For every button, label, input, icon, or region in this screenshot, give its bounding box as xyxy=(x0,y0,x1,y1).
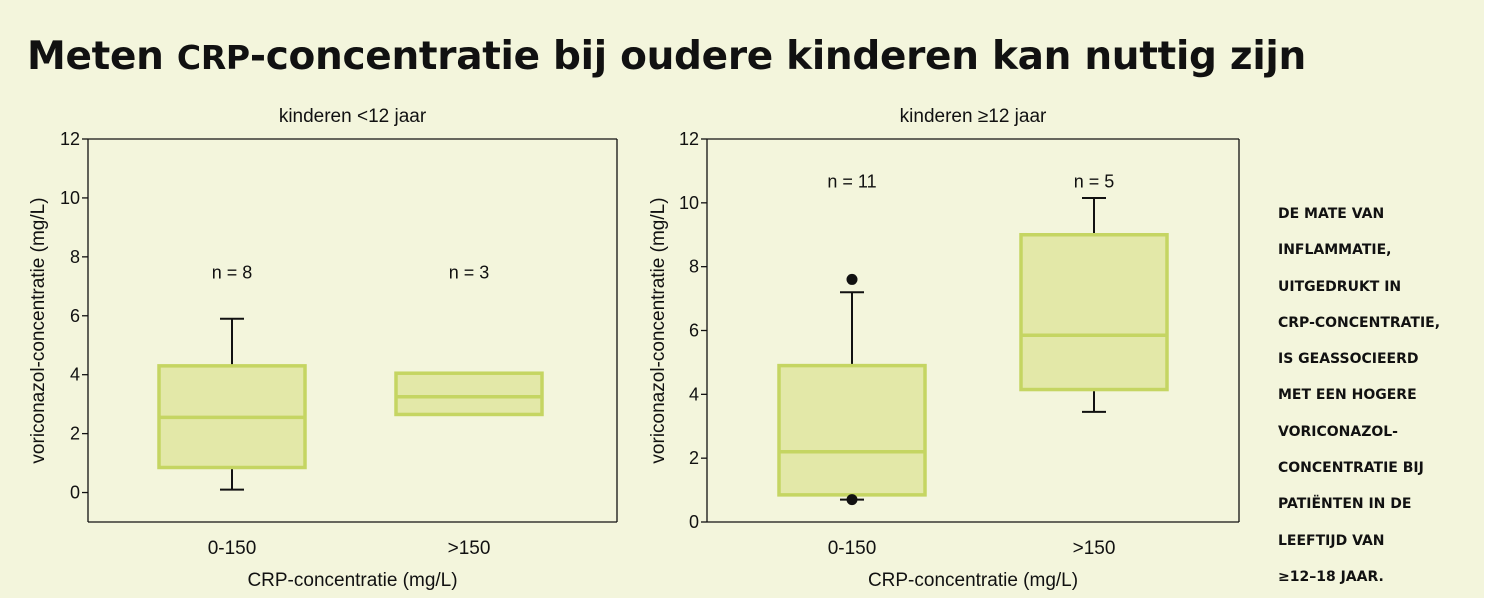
headline-pre: Meten xyxy=(27,34,177,79)
y-tick-label: 10 xyxy=(60,188,80,208)
y-tick-label: 12 xyxy=(60,129,80,149)
chart-title: kinderen <12 jaar xyxy=(279,106,427,127)
side-note-line: met een hogere xyxy=(1278,387,1417,404)
boxplot-under-12: kinderen <12 jaar 0 2 4 6 8 10 12 voriconazol-co… xyxy=(0,95,640,595)
y-tick-label: 10 xyxy=(679,193,699,213)
y-tick-label: 2 xyxy=(70,424,80,444)
y-axis-label: voriconazol-concentratie (mg/L) xyxy=(28,197,49,463)
y-tick-label: 2 xyxy=(689,448,699,468)
y-tick-label: 6 xyxy=(70,306,80,326)
n-label: n = 3 xyxy=(449,263,490,283)
y-axis-label: voriconazol-concentratie (mg/L) xyxy=(648,197,669,463)
y-tick-label: 6 xyxy=(689,321,699,341)
side-note-line: voriconazol- xyxy=(1278,423,1398,440)
side-note-line: ≥12–18 jaar. xyxy=(1278,568,1384,585)
n-label: n = 11 xyxy=(827,171,876,191)
box-high-crp xyxy=(1019,197,1169,413)
x-axis-label: CRP-concentratie (mg/L) xyxy=(868,570,1078,591)
y-tick-label: 8 xyxy=(70,247,80,267)
y-tick-label: 4 xyxy=(689,384,699,404)
n-label: n = 8 xyxy=(212,263,253,283)
box-iqr xyxy=(1019,233,1169,392)
side-note-line: is geassocieerd xyxy=(1278,351,1419,368)
side-note-line: patiënten in de xyxy=(1278,496,1412,513)
y-tick-label: 8 xyxy=(689,257,699,277)
side-note-line: concentratie bij xyxy=(1278,460,1424,477)
x-tick-label: 0-150 xyxy=(208,538,257,559)
side-note-line: CRP-concentratie, xyxy=(1278,314,1441,331)
boxplot-12-and-older: kinderen ≥12 jaar 0 2 4 6 8 10 12 voriconazol-co… xyxy=(620,95,1260,595)
x-tick-label: 0-150 xyxy=(828,538,877,559)
chart-title: kinderen ≥12 jaar xyxy=(900,106,1047,127)
boxplot-12-and-older-svg: kinderen ≥12 jaar 0 2 4 6 8 10 12 voriconazol-co… xyxy=(648,106,1240,591)
side-note-line: leeftijd van xyxy=(1278,532,1385,549)
side-note-line: inflammatie, xyxy=(1278,242,1392,259)
side-note-line: De mate van xyxy=(1278,206,1385,222)
x-tick-label: >150 xyxy=(448,538,491,559)
y-tick-label: 0 xyxy=(689,512,699,532)
y-tick-label: 0 xyxy=(70,483,80,503)
n-label: n = 5 xyxy=(1074,171,1115,191)
side-note: De mate van inflammatie, uitgedrukt in CRP-… xyxy=(1278,196,1478,595)
headline-abbr: CRP xyxy=(176,38,250,77)
box-low-crp xyxy=(777,273,927,506)
box-iqr xyxy=(777,363,927,497)
outlier-point xyxy=(846,494,858,506)
box-iqr xyxy=(394,371,544,417)
box-low-crp xyxy=(157,317,307,491)
outlier-point xyxy=(846,273,858,285)
side-note-line: uitgedrukt in xyxy=(1278,278,1402,295)
boxplot-under-12-svg: kinderen <12 jaar 0 2 4 6 8 10 12 voriconazol-co… xyxy=(28,106,618,591)
y-tick-label: 4 xyxy=(70,365,80,385)
box-high-crp xyxy=(394,371,544,417)
x-axis-label: CRP-concentratie (mg/L) xyxy=(247,570,457,591)
y-tick-label: 12 xyxy=(679,129,699,149)
x-tick-label: >150 xyxy=(1073,538,1116,559)
headline: Meten CRP-concentratie bij oudere kinder… xyxy=(27,34,1306,79)
headline-post: -concentratie bij oudere kinderen kan nu… xyxy=(249,34,1306,79)
